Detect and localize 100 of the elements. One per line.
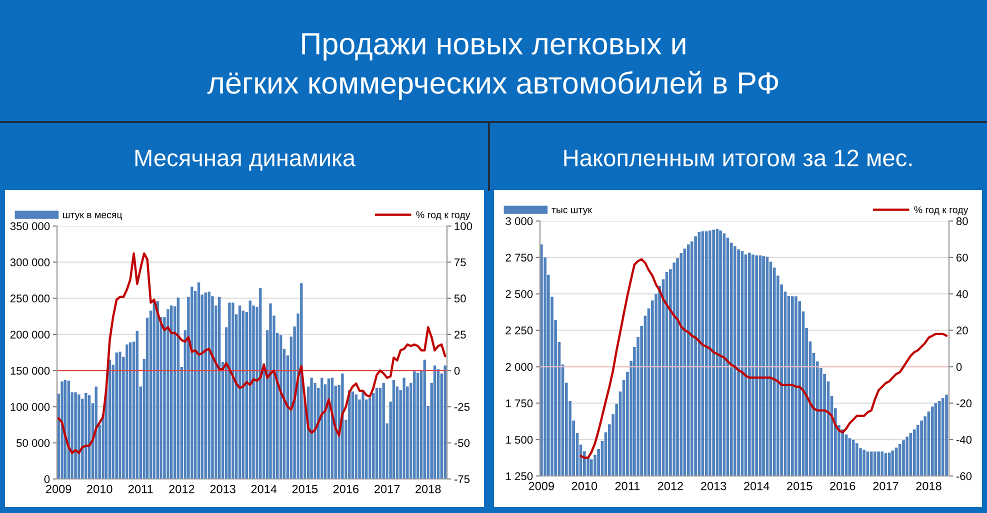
y2-tick-label: -75 bbox=[454, 475, 470, 484]
bar bbox=[115, 352, 118, 479]
y2-tick-label: -50 bbox=[454, 439, 470, 447]
bar bbox=[218, 296, 221, 479]
y-tick-label: 350 000 bbox=[10, 222, 50, 230]
bar bbox=[248, 300, 252, 479]
bar bbox=[166, 309, 170, 479]
x-tick-label: 2016 bbox=[333, 484, 359, 494]
line-series bbox=[57, 252, 446, 454]
bar bbox=[351, 392, 354, 479]
bar bbox=[176, 298, 180, 479]
y-tick-label: 150 000 bbox=[10, 366, 50, 375]
bar bbox=[375, 388, 378, 479]
x-tick-label: 2015 bbox=[787, 482, 812, 490]
bar bbox=[126, 344, 128, 479]
x-tick-label: 2010 bbox=[572, 482, 598, 490]
y-tick-label: 200 000 bbox=[10, 330, 50, 339]
y-tick-label: 2 750 bbox=[506, 254, 533, 262]
bar bbox=[341, 373, 344, 479]
bar bbox=[269, 303, 272, 479]
x-tick-label: 2011 bbox=[128, 484, 153, 494]
bar bbox=[444, 366, 446, 479]
bar bbox=[170, 306, 173, 479]
x-tick-label: 2013 bbox=[701, 482, 726, 490]
bar bbox=[300, 283, 303, 479]
bar bbox=[362, 392, 364, 479]
y2-tick-label: -40 bbox=[956, 436, 972, 444]
bar bbox=[211, 296, 214, 479]
y2-tick-label: 75 bbox=[454, 258, 466, 266]
bar bbox=[208, 292, 210, 479]
x-tick-label: 2011 bbox=[615, 482, 640, 490]
legend-label: % год к году bbox=[416, 211, 470, 220]
bar bbox=[238, 306, 242, 479]
y2-tick-label: -20 bbox=[956, 399, 972, 408]
bar bbox=[433, 366, 436, 479]
y-tick-label: 3 000 bbox=[506, 217, 533, 226]
x-tick-label: 2009 bbox=[528, 482, 554, 490]
bar bbox=[423, 360, 426, 479]
y-tick-label: 1 500 bbox=[506, 436, 533, 444]
y2-tick-label: 25 bbox=[454, 330, 466, 339]
y-tick-label: 2 500 bbox=[506, 290, 533, 298]
x-tick-label: 2017 bbox=[873, 482, 898, 490]
x-tick-label: 2010 bbox=[87, 484, 112, 494]
bar bbox=[190, 286, 194, 479]
y2-tick-label: -25 bbox=[454, 402, 470, 411]
x-tick-label: 2018 bbox=[916, 482, 942, 490]
bar bbox=[392, 380, 396, 479]
x-tick-label: 2012 bbox=[169, 484, 194, 494]
bar bbox=[416, 372, 420, 479]
legend-label: % год к году bbox=[914, 206, 968, 216]
bar bbox=[74, 392, 77, 479]
x-tick-label: 2014 bbox=[744, 482, 770, 490]
y-tick-label: 50 000 bbox=[16, 439, 50, 447]
y2-tick-label: 100 bbox=[454, 222, 472, 230]
y-tick-label: 300 000 bbox=[10, 258, 50, 266]
chart-title: Месячная динамика bbox=[135, 150, 356, 171]
chart-title: Накопленным итогом за 12 мес. bbox=[564, 150, 912, 166]
bar bbox=[348, 390, 351, 479]
bar bbox=[232, 302, 234, 479]
text: Продажи новых легковых и лёгких коммерческих автомобилей в РФ bbox=[207, 33, 778, 100]
bar bbox=[118, 352, 122, 479]
bar bbox=[197, 282, 200, 479]
legend-label: тыс штук bbox=[552, 208, 592, 216]
bar bbox=[136, 330, 139, 479]
legend-label: штук в месяц bbox=[63, 212, 122, 220]
bar bbox=[60, 381, 64, 479]
bar bbox=[310, 378, 313, 479]
y-tick-label: 0 bbox=[44, 475, 50, 484]
y-tick-label: 1 750 bbox=[506, 399, 533, 408]
x-tick-label: 2016 bbox=[830, 482, 856, 490]
x-tick-label: 2018 bbox=[416, 484, 441, 494]
bar bbox=[84, 392, 88, 479]
x-tick-label: 2014 bbox=[251, 484, 277, 494]
y-tick-label: 100 000 bbox=[10, 402, 50, 411]
y2-tick-label: 50 bbox=[454, 294, 466, 302]
bar bbox=[402, 378, 406, 479]
y-tick-label: 250 000 bbox=[10, 294, 50, 302]
bar bbox=[382, 382, 385, 479]
y-tick-label: 1 250 bbox=[506, 472, 533, 480]
x-tick-label: 2017 bbox=[374, 484, 400, 494]
bar bbox=[108, 360, 112, 479]
y-tick-label: 2 000 bbox=[506, 362, 533, 371]
bar bbox=[436, 369, 440, 479]
y2-tick-label: -60 bbox=[956, 472, 972, 480]
line-series bbox=[580, 258, 948, 459]
bar bbox=[128, 342, 132, 479]
y2-tick-label: 20 bbox=[956, 326, 968, 334]
bar bbox=[354, 394, 358, 479]
x-tick-label: 2012 bbox=[658, 482, 683, 490]
bar bbox=[152, 301, 156, 479]
x-tick-label: 2009 bbox=[46, 484, 72, 494]
bar bbox=[204, 292, 207, 479]
x-tick-label: 2013 bbox=[210, 484, 236, 494]
y2-tick-label: 0 bbox=[956, 362, 962, 371]
y2-tick-label: 80 bbox=[956, 217, 968, 226]
x-tick-label: 2015 bbox=[292, 484, 318, 494]
bar bbox=[228, 302, 231, 479]
y2-tick-label: 60 bbox=[956, 254, 968, 262]
bar bbox=[78, 394, 80, 479]
bar bbox=[413, 371, 416, 479]
